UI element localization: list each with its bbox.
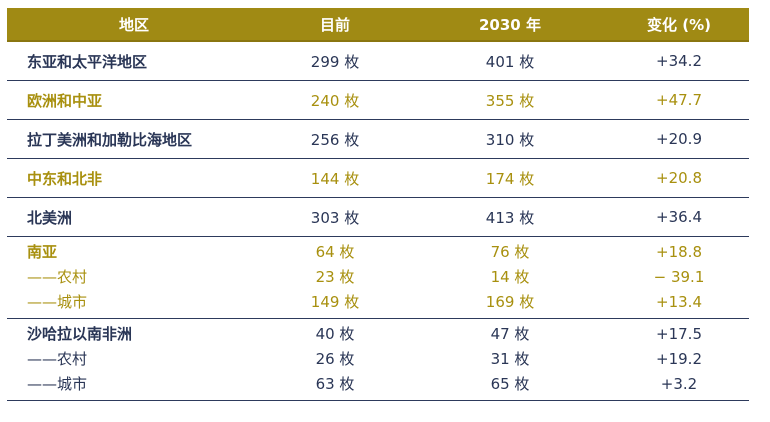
change-cell: +19.2: [656, 349, 702, 368]
region-cell: 南亚: [27, 243, 58, 261]
current-cell: 26 枚: [315, 350, 355, 368]
year2030-cell: 310 枚: [485, 130, 535, 149]
header-2030: 2030 年: [479, 15, 541, 34]
change-cell: − 39.1: [653, 267, 705, 286]
region-cell: ——农村: [27, 350, 88, 368]
current-cell: 64 枚: [315, 243, 355, 261]
change-cell: +47.7: [656, 91, 702, 109]
region-cell: 欧洲和中亚: [27, 91, 103, 110]
subrow: ——农村 26 枚 31 枚 +19.2: [7, 346, 749, 371]
change-cell: +36.4: [656, 208, 702, 226]
subrow: 沙哈拉以南非洲 40 枚 47 枚 +17.5: [7, 321, 749, 346]
change-cell: +20.8: [656, 169, 702, 187]
current-cell: 256 枚: [310, 130, 360, 149]
year2030-cell: 401 枚: [485, 52, 535, 71]
table-row: 中东和北非 144 枚 174 枚 +20.8: [7, 159, 749, 198]
current-cell: 240 枚: [310, 91, 360, 110]
change-cell: +18.8: [656, 242, 702, 261]
subrow: ——城市 149 枚 169 枚 +13.4: [7, 289, 749, 314]
header-current: 目前: [319, 15, 350, 34]
year2030-cell: 47 枚: [490, 325, 530, 343]
subrow: ——农村 23 枚 14 枚 − 39.1: [7, 264, 749, 289]
table-row-group-south-asia: 南亚 64 枚 76 枚 +18.8 ——农村 23 枚 14 枚 − 39.1…: [7, 237, 749, 319]
header-change: 变化 (%): [647, 15, 711, 34]
year2030-cell: 174 枚: [485, 169, 535, 188]
year2030-cell: 76 枚: [490, 243, 530, 261]
subrow: 南亚 64 枚 76 枚 +18.8: [7, 239, 749, 264]
region-cell: 拉丁美洲和加勒比海地区: [27, 130, 193, 149]
year2030-cell: 65 枚: [490, 375, 530, 393]
year2030-cell: 355 枚: [485, 91, 535, 110]
data-table: 地区 目前 2030 年 变化 (%) 东亚和太平洋地区 299 枚 401 枚…: [7, 8, 749, 401]
change-cell: +20.9: [656, 130, 702, 148]
change-cell: +3.2: [660, 374, 698, 393]
region-cell: 中东和北非: [27, 169, 103, 188]
region-cell: ——城市: [27, 293, 88, 311]
region-cell: 东亚和太平洋地区: [27, 52, 148, 71]
current-cell: 299 枚: [310, 52, 360, 71]
table-row: 北美洲 303 枚 413 枚 +36.4: [7, 198, 749, 237]
year2030-cell: 413 枚: [485, 208, 535, 227]
change-cell: +13.4: [656, 292, 702, 311]
current-cell: 23 枚: [315, 268, 355, 286]
region-cell: 北美洲: [27, 208, 73, 227]
current-cell: 63 枚: [315, 375, 355, 393]
region-cell: ——农村: [27, 268, 88, 286]
year2030-cell: 169 枚: [485, 293, 535, 311]
year2030-cell: 14 枚: [490, 268, 530, 286]
header-region: 地区: [119, 15, 150, 34]
table-row: 东亚和太平洋地区 299 枚 401 枚 +34.2: [7, 42, 749, 81]
current-cell: 303 枚: [310, 208, 360, 227]
table-header: 地区 目前 2030 年 变化 (%): [7, 8, 749, 42]
current-cell: 144 枚: [310, 169, 360, 188]
subrow: ——城市 63 枚 65 枚 +3.2: [7, 371, 749, 396]
change-cell: +17.5: [656, 324, 702, 343]
table-row: 拉丁美洲和加勒比海地区 256 枚 310 枚 +20.9: [7, 120, 749, 159]
year2030-cell: 31 枚: [490, 350, 530, 368]
table-row-group-sub-saharan: 沙哈拉以南非洲 40 枚 47 枚 +17.5 ——农村 26 枚 31 枚 +…: [7, 319, 749, 401]
table-row: 欧洲和中亚 240 枚 355 枚 +47.7: [7, 81, 749, 120]
current-cell: 149 枚: [310, 293, 360, 311]
region-cell: ——城市: [27, 375, 88, 393]
current-cell: 40 枚: [315, 325, 355, 343]
change-cell: +34.2: [656, 52, 702, 70]
region-cell: 沙哈拉以南非洲: [27, 325, 133, 343]
